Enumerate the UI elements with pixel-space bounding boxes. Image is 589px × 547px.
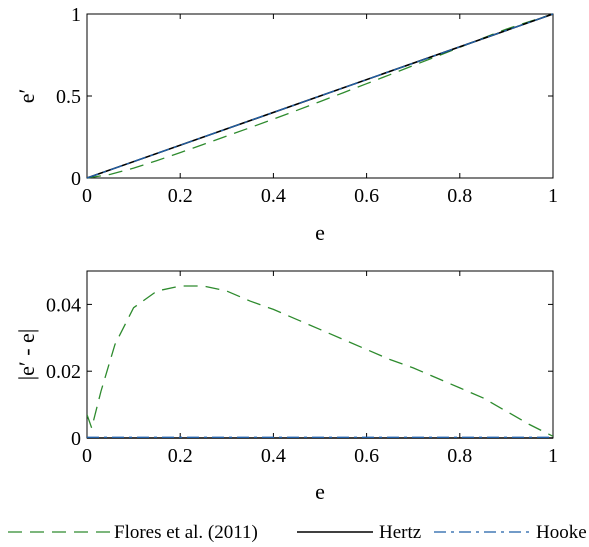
x-tick-label: 0.8 (447, 185, 472, 207)
y-axis-label: e′ (14, 89, 39, 104)
series-flores-et-al-2011 (87, 285, 553, 437)
y-tick-label: 0 (71, 428, 81, 450)
x-tick-label: 0.6 (354, 185, 379, 207)
series-group (87, 13, 553, 179)
legend: Flores et al. (2011) Hertz Hooke (8, 522, 587, 543)
y-tick-label: 0.04 (46, 294, 81, 316)
x-tick-label: 1 (548, 445, 558, 467)
axes-box (86, 270, 554, 439)
y-tick-label: 0.5 (56, 86, 81, 108)
x-tick-label: 0 (82, 185, 92, 207)
y-tick-label: 0 (71, 168, 81, 190)
x-tick-label: 0 (82, 445, 92, 467)
x-tick-label: 0.4 (261, 185, 286, 207)
x-tick-label: 0.2 (168, 445, 193, 467)
legend-label: Hertz (379, 522, 421, 543)
series-hooke (87, 13, 553, 179)
x-tick-label: 1 (548, 185, 558, 207)
panel-1: 0 0.2 0.4 0.6 0.8 1 0 0.5 1 e e′ (14, 4, 558, 245)
legend-label: Hooke (536, 522, 587, 543)
y-axis-label: |e′ - e| (14, 329, 39, 380)
x-axis-label: e (315, 220, 325, 245)
panel-2: 0 0.2 0.4 0.6 0.8 1 0 0.02 0.04 e |e′ - e| (14, 270, 558, 504)
x-axis-label: e (315, 479, 325, 504)
y-tick-label: 1 (71, 4, 81, 26)
y-tick-label: 0.02 (46, 361, 81, 383)
series-flores-et-al-2011 (87, 13, 553, 179)
series-group (87, 285, 553, 439)
x-tick-label: 0.8 (447, 445, 472, 467)
x-tick-label: 0.4 (261, 445, 286, 467)
x-tick-label: 0.6 (354, 445, 379, 467)
x-tick-label: 0.2 (168, 185, 193, 207)
legend-label: Flores et al. (2011) (114, 522, 258, 543)
